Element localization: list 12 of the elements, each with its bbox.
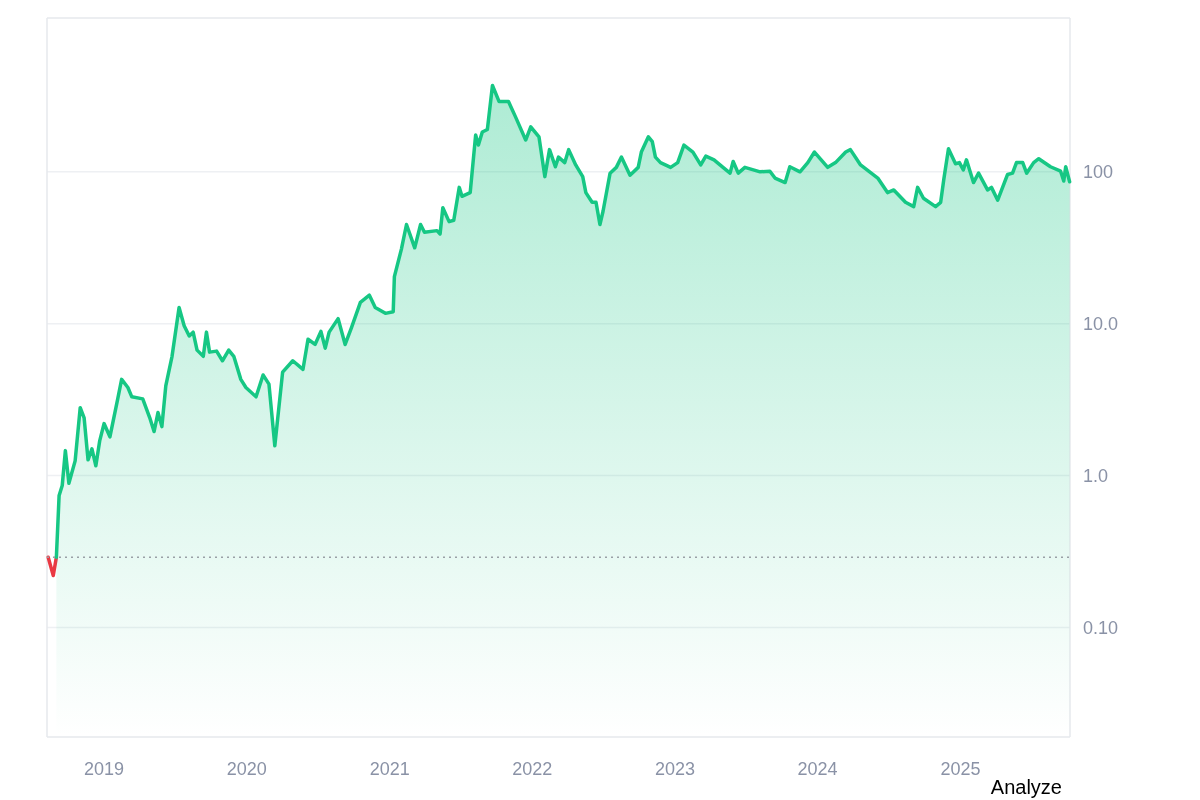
x-tick-label: 2022 — [512, 759, 553, 779]
x-tick-label: 2023 — [654, 759, 695, 779]
y-tick-label: 10.0 — [1083, 314, 1119, 334]
y-tick-label: 100 — [1083, 162, 1114, 183]
x-tick-label: 2024 — [797, 759, 838, 779]
x-tick-label: 2021 — [369, 759, 410, 779]
x-tick-label: 2019 — [84, 759, 125, 779]
y-tick-label: 1.0 — [1083, 465, 1109, 486]
y-tick-label: 0.10 — [1083, 617, 1119, 638]
x-tick-label: 2025 — [940, 759, 981, 779]
x-tick-label: 2020 — [226, 759, 267, 779]
text: Analyze — [990, 776, 1062, 798]
